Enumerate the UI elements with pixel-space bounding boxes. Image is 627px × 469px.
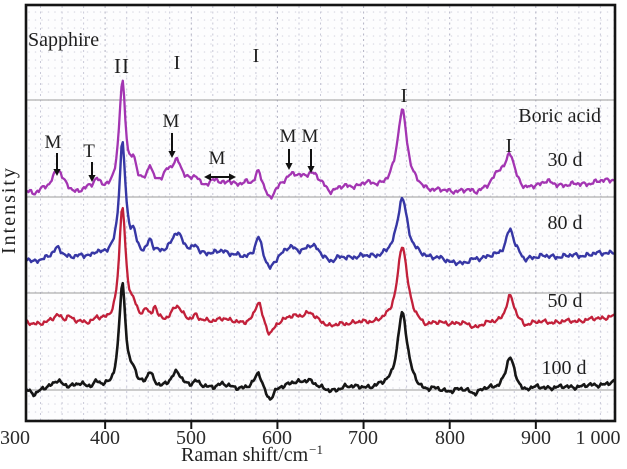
peak-label-II: II: [114, 54, 130, 78]
series-label-50d: 50 d: [547, 290, 583, 312]
x-tick-300: 300: [0, 427, 30, 449]
x-axis-label-text: Raman shift/cm: [180, 444, 309, 466]
peak-label-I-483: I: [173, 52, 181, 74]
spectrum-curve-100d: [27, 281, 614, 401]
x-tick-800: 800: [435, 427, 465, 449]
marker-label-M-345: M: [44, 132, 62, 153]
spectrum-curve-30d: [27, 79, 614, 200]
left-arrowhead-icon: [204, 173, 211, 181]
down-arrowhead-icon: [285, 163, 293, 170]
peak-label-I-578: I: [252, 45, 260, 67]
sapphire-label: Sapphire: [28, 29, 100, 51]
marker-label-M-640: M: [301, 126, 319, 147]
x-axis-label: Raman shift/cm−1: [180, 442, 324, 466]
down-arrowhead-icon: [88, 175, 96, 182]
y-axis-label: Intensity: [0, 166, 20, 254]
spectrum-curve-80d: [27, 140, 614, 270]
series-label-80d: 80 d: [547, 212, 583, 234]
x-axis-ticks: [104, 422, 537, 429]
series-label-100d: 100 d: [541, 357, 587, 379]
down-arrowhead-icon: [53, 169, 61, 176]
x-tick-1000: 1 000: [575, 427, 621, 449]
x-tick-600: 600: [262, 427, 292, 449]
marker-label-M-612: M: [279, 126, 297, 147]
peak-label-I-870: I: [505, 135, 513, 157]
marker-label-M-535: M: [208, 148, 226, 169]
x-tick-500: 500: [176, 427, 206, 449]
right-arrowhead-icon: [229, 173, 236, 181]
marker-label-M-483: M: [162, 111, 180, 132]
x-tick-400: 400: [90, 427, 120, 449]
down-arrowhead-icon: [307, 166, 315, 173]
series-label-30d: 30 d: [547, 149, 583, 171]
boric-acid-label: Boric acid: [518, 105, 601, 127]
x-tick-700: 700: [348, 427, 378, 449]
plot-border: [24, 3, 617, 423]
annotation-arrows: [53, 133, 315, 182]
x-tick-900: 900: [521, 427, 551, 449]
spectra: [27, 79, 614, 401]
down-arrowhead-icon: [168, 151, 176, 158]
plot-dot-grid: [27, 6, 614, 420]
marker-label-T-390: T: [83, 141, 95, 162]
x-axis-label-superscript: −1: [309, 442, 324, 457]
peak-label-I-745: I: [400, 85, 408, 107]
spectrum-curve-50d: [27, 206, 614, 336]
